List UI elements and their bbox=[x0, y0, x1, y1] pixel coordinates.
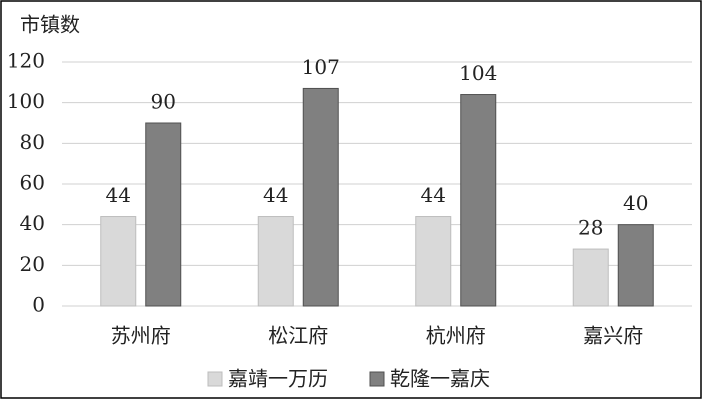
y-tick-label: 80 bbox=[20, 130, 45, 154]
legend-swatch bbox=[369, 371, 385, 387]
data-label: 44 bbox=[263, 183, 288, 207]
y-tick-label: 20 bbox=[20, 252, 45, 276]
bar bbox=[415, 216, 452, 307]
bar bbox=[460, 94, 497, 307]
data-label: 28 bbox=[578, 216, 603, 240]
bar bbox=[257, 216, 294, 307]
bar bbox=[572, 248, 609, 307]
data-label: 40 bbox=[623, 191, 648, 215]
data-label: 90 bbox=[151, 90, 176, 114]
x-tick-label: 杭州府 bbox=[426, 324, 486, 348]
x-tick-label: 苏州府 bbox=[111, 324, 171, 348]
legend-label: 嘉靖一万历 bbox=[228, 367, 328, 391]
data-label: 44 bbox=[421, 183, 446, 207]
y-tick-label: 0 bbox=[32, 293, 45, 317]
bar bbox=[145, 122, 182, 307]
bar bbox=[617, 224, 654, 307]
data-label: 104 bbox=[459, 61, 497, 85]
bar bbox=[302, 87, 339, 307]
legend-label: 乾隆一嘉庆 bbox=[390, 367, 490, 391]
legend-swatch bbox=[207, 371, 223, 387]
y-tick-label: 60 bbox=[20, 171, 45, 195]
bar bbox=[100, 216, 137, 307]
x-tick-label: 嘉兴府 bbox=[583, 324, 643, 348]
y-tick-label: 100 bbox=[7, 89, 45, 113]
y-axis-title: 市镇数 bbox=[20, 13, 80, 37]
data-label: 107 bbox=[302, 55, 340, 79]
y-tick-label: 120 bbox=[7, 49, 45, 73]
y-tick-label: 40 bbox=[20, 211, 45, 235]
x-tick-label: 松江府 bbox=[268, 324, 328, 348]
data-label: 44 bbox=[106, 183, 131, 207]
